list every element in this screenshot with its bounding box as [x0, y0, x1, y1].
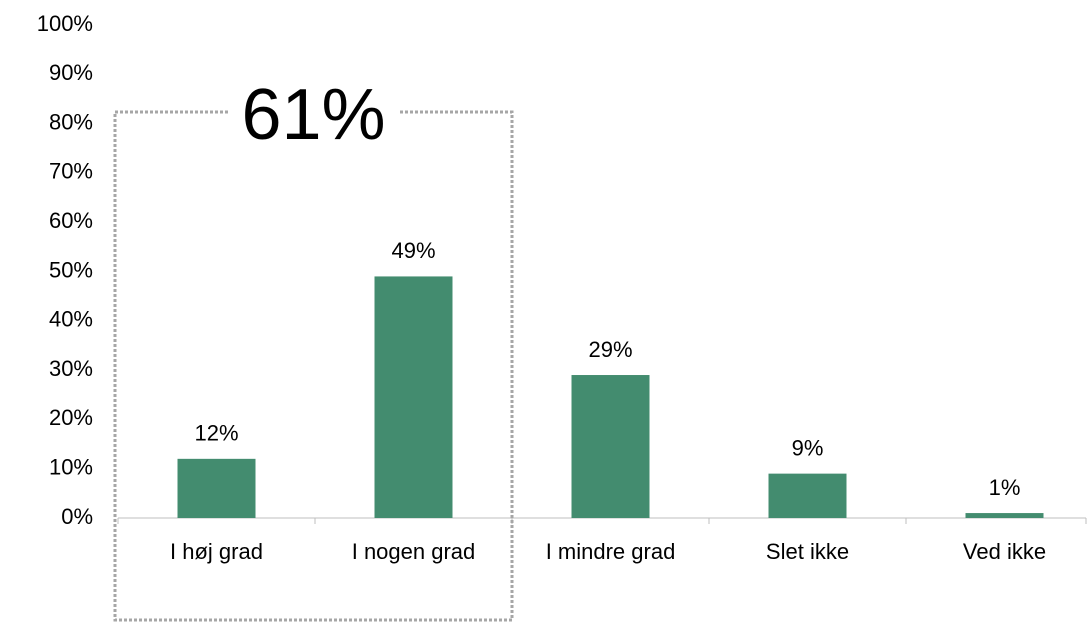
annotation-bg	[228, 85, 399, 155]
y-tick-label: 0%	[61, 504, 93, 529]
value-label: 9%	[792, 435, 824, 460]
bar	[965, 513, 1044, 518]
annotation: 61%	[241, 75, 385, 155]
x-tick-label: I høj grad	[170, 539, 263, 564]
y-tick-label: 70%	[49, 159, 93, 184]
x-tick-label: Ved ikke	[963, 539, 1046, 564]
y-tick-label: 50%	[49, 257, 93, 282]
bar	[571, 375, 650, 518]
x-tick-label: Slet ikke	[766, 539, 849, 564]
value-label: 49%	[391, 238, 435, 263]
value-label: 12%	[194, 421, 238, 446]
x-tick-label: I mindre grad	[546, 539, 676, 564]
value-label: 29%	[588, 337, 632, 362]
bar	[768, 473, 847, 518]
bar	[374, 276, 453, 518]
y-tick-label: 20%	[49, 405, 93, 430]
y-tick-label: 100%	[37, 11, 93, 36]
annotation-box	[113, 110, 514, 622]
y-tick-label: 80%	[49, 109, 93, 134]
y-tick-label: 40%	[49, 307, 93, 332]
value-label: 1%	[989, 475, 1021, 500]
y-tick-label: 30%	[49, 356, 93, 381]
y-tick-label: 60%	[49, 208, 93, 233]
y-tick-label: 90%	[49, 60, 93, 85]
y-tick-label: 10%	[49, 455, 93, 480]
x-tick-label: I nogen grad	[352, 539, 476, 564]
bar	[177, 458, 256, 518]
